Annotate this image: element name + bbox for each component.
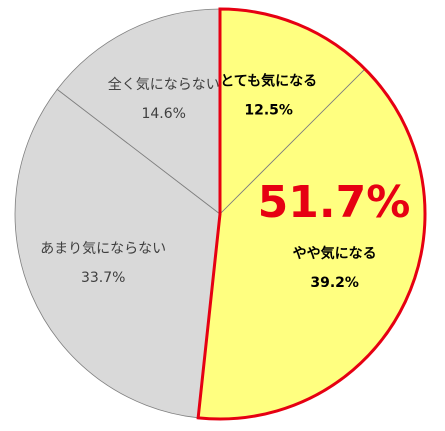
value-label: 33.7%	[81, 270, 125, 286]
slice-label: やや気になる	[293, 245, 377, 262]
pie-slice	[14, 88, 221, 419]
value-label: 14.6%	[141, 106, 185, 122]
annotation: 51.7%	[258, 177, 411, 228]
highlight-outline	[196, 7, 427, 421]
value-label: 12.5%	[244, 103, 293, 119]
slice-label: とても気になる	[220, 73, 317, 90]
value-label: 39.2%	[310, 275, 359, 291]
pie-slice	[56, 8, 221, 215]
slice-label: 全く気にならない	[108, 76, 220, 93]
slice-label: あまり気にならない	[40, 241, 166, 257]
